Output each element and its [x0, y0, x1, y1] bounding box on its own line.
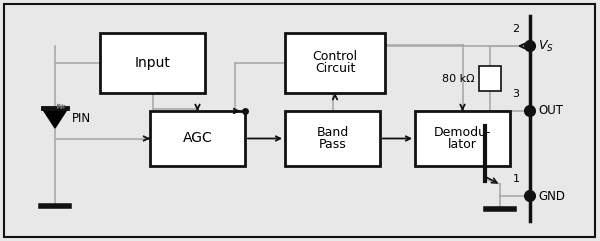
Bar — [285, 111, 380, 166]
Bar — [150, 111, 245, 166]
Circle shape — [525, 106, 535, 116]
Text: Band: Band — [316, 126, 349, 139]
Text: Input: Input — [134, 56, 170, 70]
Circle shape — [525, 191, 535, 201]
Text: 1: 1 — [512, 174, 520, 184]
Text: lator: lator — [448, 138, 477, 151]
Text: GND: GND — [538, 189, 565, 202]
Bar — [415, 111, 510, 166]
Text: Control: Control — [313, 51, 358, 63]
Text: Pass: Pass — [319, 138, 346, 151]
Text: 3: 3 — [512, 89, 520, 99]
Text: 80 kΩ: 80 kΩ — [442, 74, 475, 83]
Text: Demodu-: Demodu- — [434, 126, 491, 139]
Text: AGC: AGC — [182, 132, 212, 146]
Bar — [479, 66, 501, 91]
Bar — [100, 33, 205, 93]
Bar — [285, 33, 385, 93]
Text: OUT: OUT — [538, 105, 563, 118]
Circle shape — [525, 41, 535, 51]
Polygon shape — [42, 108, 68, 128]
Text: PIN: PIN — [72, 112, 91, 125]
Text: $V_S$: $V_S$ — [538, 39, 554, 54]
Text: 2: 2 — [512, 24, 520, 34]
Text: Circuit: Circuit — [315, 62, 355, 75]
